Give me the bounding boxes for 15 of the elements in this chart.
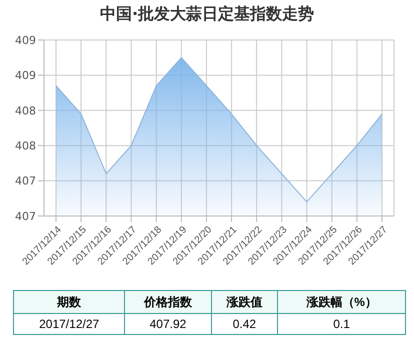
text: 价格指数 xyxy=(124,290,212,314)
text: 0.1 xyxy=(278,314,406,334)
text: 期数 xyxy=(14,290,125,314)
text: 2017/12/27 xyxy=(14,314,125,334)
chart-title: 中国·批发大蒜日定基指数走势 xyxy=(98,4,316,25)
text: 涨跌幅（%） xyxy=(278,290,406,314)
y-tick-label: 408 xyxy=(15,140,36,153)
y-tick-label: 409 xyxy=(15,69,36,82)
text: 0.42 xyxy=(211,314,278,334)
y-tick-label: 407 xyxy=(15,210,36,223)
y-tick-label: 408 xyxy=(15,104,36,118)
text: 407.92 xyxy=(124,314,212,334)
y-tick-label: 409 xyxy=(15,34,36,47)
y-tick-label: 407 xyxy=(15,174,36,188)
text: 涨跌值 xyxy=(211,290,278,314)
